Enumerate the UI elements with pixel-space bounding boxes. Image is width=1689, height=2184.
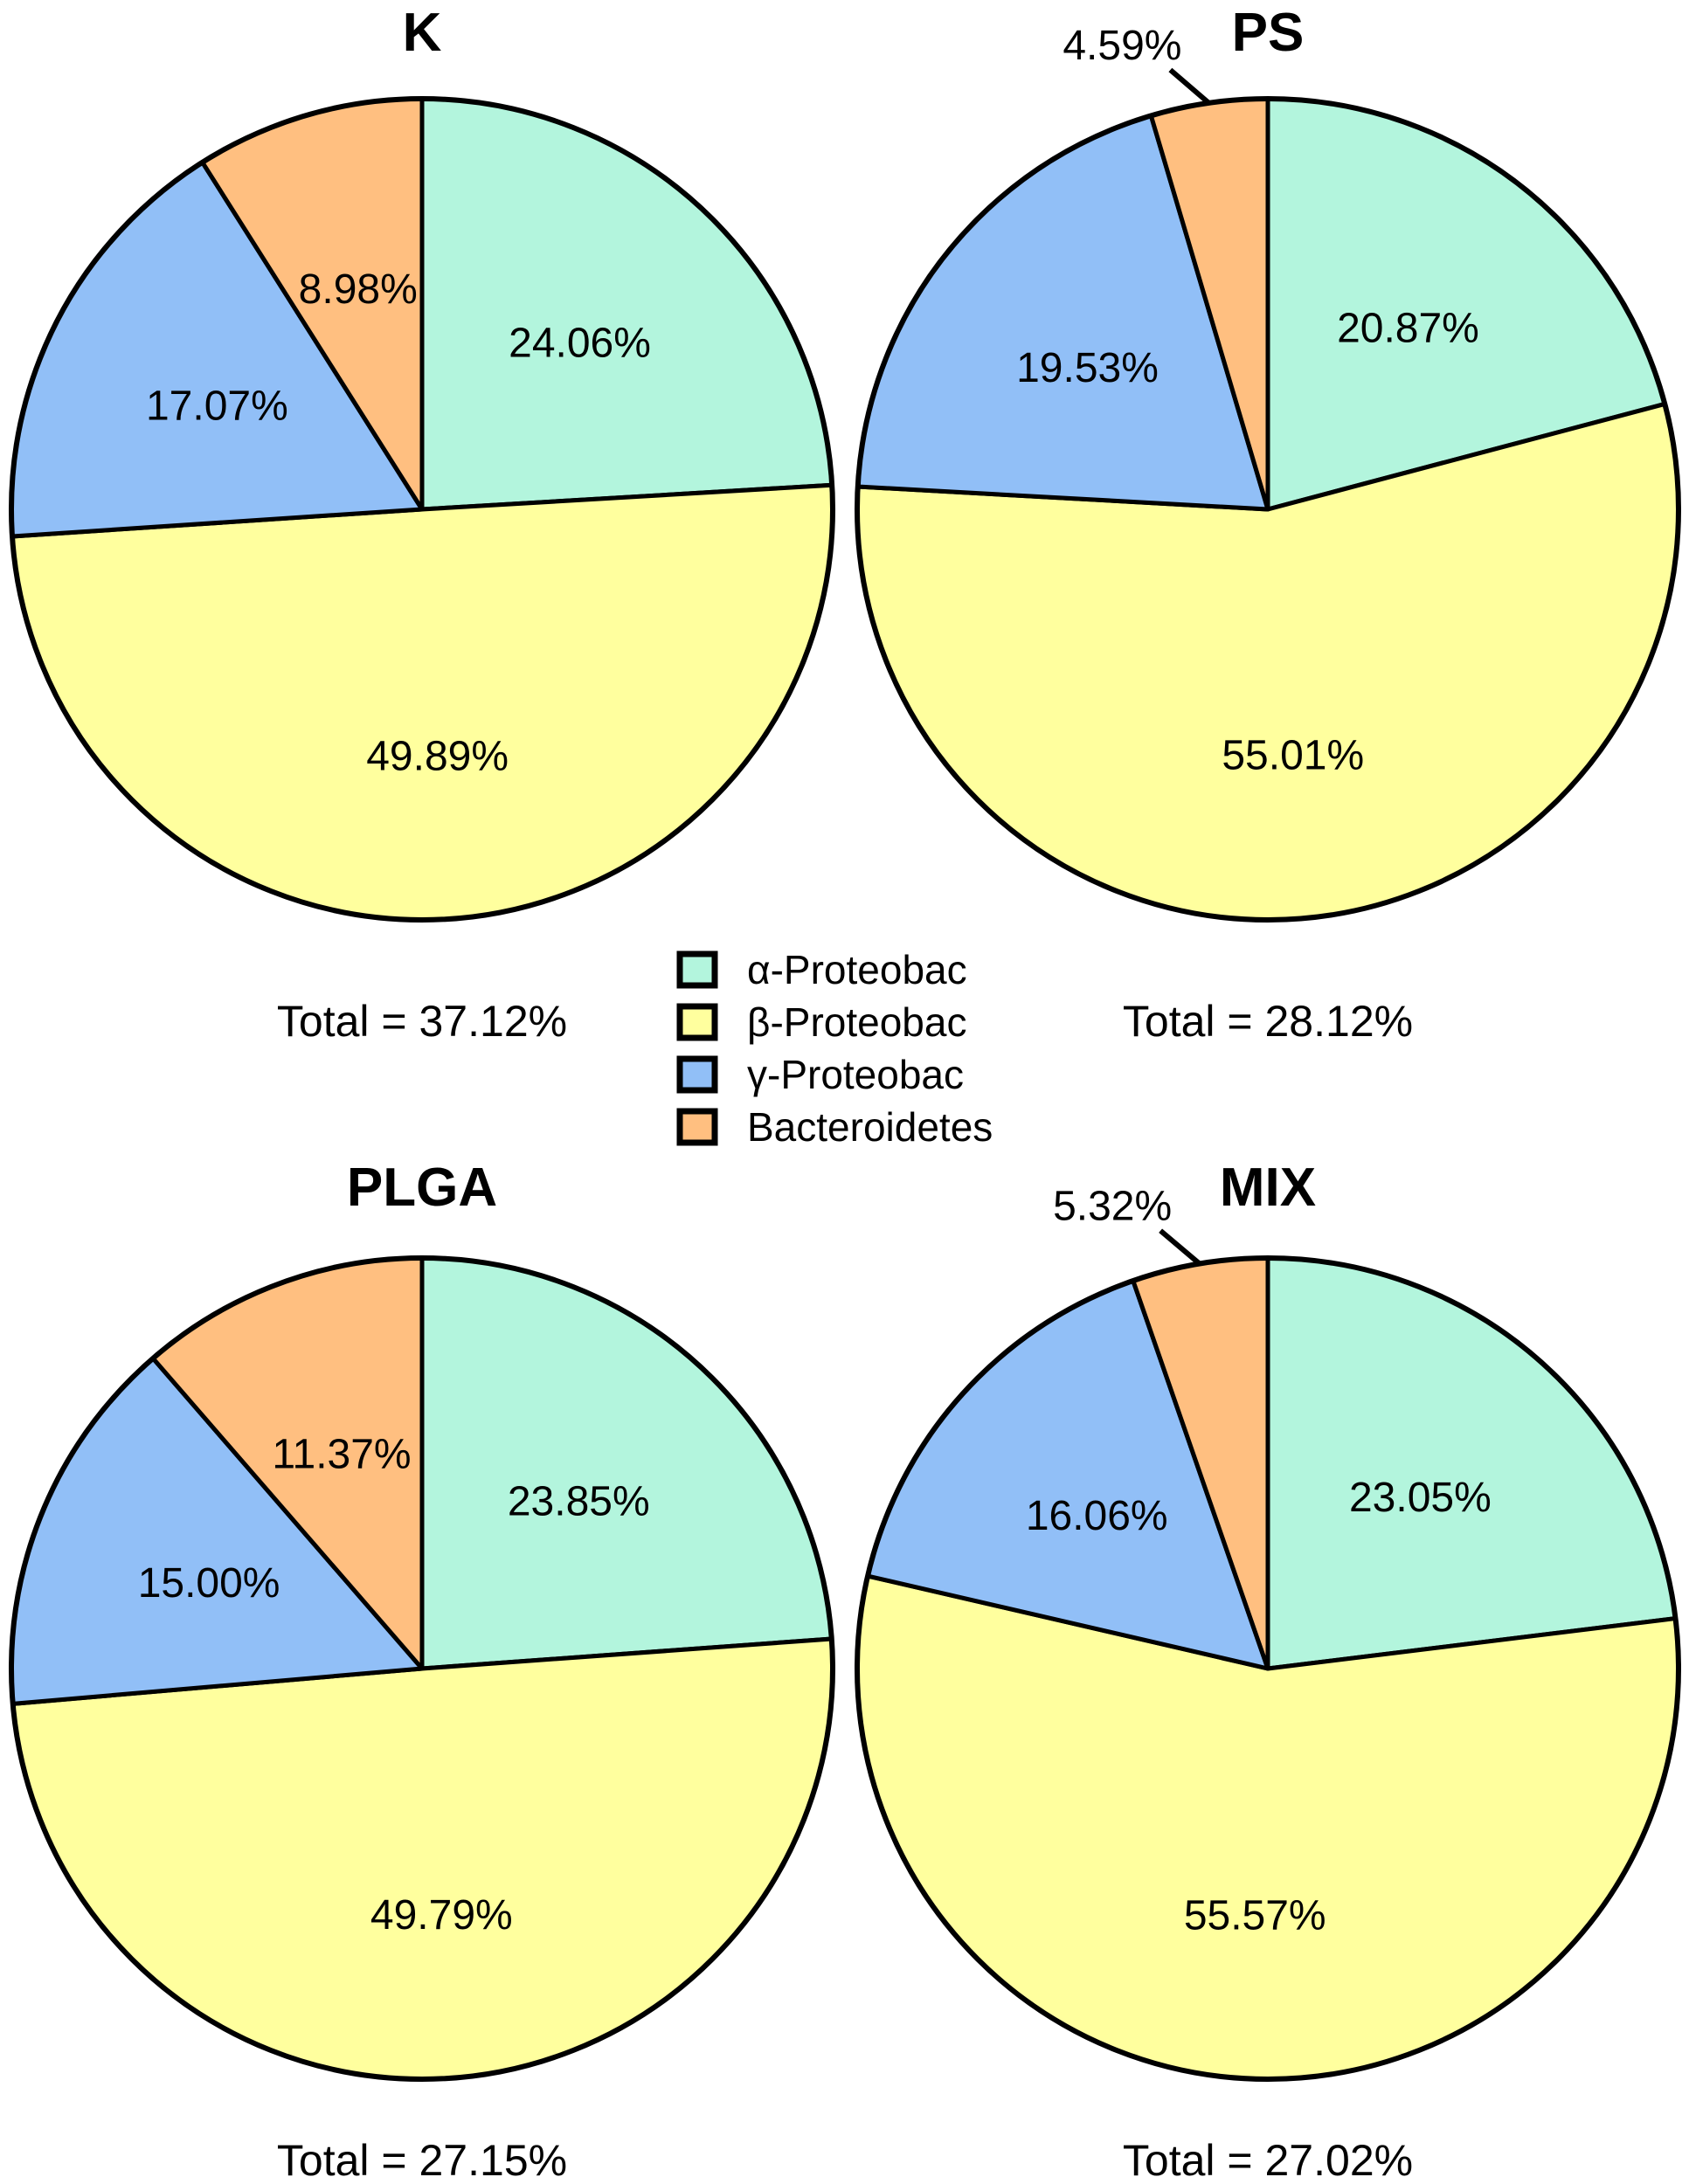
legend-label: γ-Proteobac <box>747 1052 964 1097</box>
leader-line <box>1168 67 1211 106</box>
total-label: Total = 27.15% <box>277 2136 567 2184</box>
pie-title: PLGA <box>347 1158 497 1218</box>
legend-item: Bacteroidetes <box>676 1104 993 1150</box>
total-label: Total = 37.12% <box>277 997 567 1046</box>
pie-outline <box>9 96 835 923</box>
slice-label: 5.32% <box>1053 1184 1172 1230</box>
slice-label: 16.06% <box>1026 1493 1168 1539</box>
slice-label: 23.05% <box>1349 1475 1492 1521</box>
pie-slice <box>419 1255 834 1671</box>
legend-label: α-Proteobac <box>747 947 967 992</box>
slice-label: 49.89% <box>366 733 509 779</box>
slice-label: 11.37% <box>272 1431 411 1477</box>
slice-label: 8.98% <box>299 266 418 313</box>
slice-label: 55.57% <box>1184 1893 1326 1939</box>
total-label: Total = 27.02% <box>1123 2136 1413 2184</box>
pie-ps: PS 20.87% 55.01% 19.53% 4.59% Total = 28.12% <box>855 3 1681 1046</box>
pie-slice <box>10 482 835 923</box>
slice-label: 4.59% <box>1063 23 1181 69</box>
legend-label: β-Proteobac <box>747 999 966 1045</box>
pie-outline <box>9 1255 835 2082</box>
total-label: Total = 28.12% <box>1123 997 1413 1046</box>
slice-label: 15.00% <box>138 1560 280 1607</box>
legend-swatch <box>676 950 718 989</box>
pie-k: K 24.06% 49.89% 17.07% 8.98% Total = 37.12% <box>9 3 835 1046</box>
pie-slice <box>1265 1255 1678 1671</box>
pie-mix: MIX 23.05% 55.57% 16.06% 5.32% Total = 27.02% <box>855 1158 1681 2184</box>
pie-plga: PLGA 23.85% 49.79% 15.00% 11.37% Total = 27.1… <box>9 1158 835 2184</box>
pie-title: MIX <box>1220 1158 1316 1218</box>
pie-title: K <box>403 3 442 63</box>
pie-outline <box>855 1255 1681 2082</box>
slice-label: 17.07% <box>146 384 288 430</box>
legend-swatch <box>676 1003 718 1041</box>
leader-line <box>1159 1228 1201 1266</box>
pie-slice <box>10 1636 835 2082</box>
slice-label: 19.53% <box>1016 345 1159 391</box>
legend: α-Proteobac β-Proteobac γ-Proteobac Bactero… <box>676 947 993 1150</box>
slice-label: 49.79% <box>370 1892 513 1939</box>
pie-outline <box>855 96 1681 923</box>
legend-swatch <box>676 1108 718 1146</box>
pie-slice <box>419 96 834 512</box>
slice-label: 20.87% <box>1337 305 1479 351</box>
legend-item: α-Proteobac <box>676 947 967 992</box>
legend-item: β-Proteobac <box>676 999 966 1045</box>
pie-title: PS <box>1232 3 1305 63</box>
legend-swatch <box>676 1055 718 1094</box>
legend-label: Bacteroidetes <box>747 1104 993 1150</box>
slice-label: 23.85% <box>508 1478 650 1524</box>
slice-label: 55.01% <box>1222 733 1364 779</box>
legend-item: γ-Proteobac <box>676 1052 964 1097</box>
slice-label: 24.06% <box>509 320 651 366</box>
